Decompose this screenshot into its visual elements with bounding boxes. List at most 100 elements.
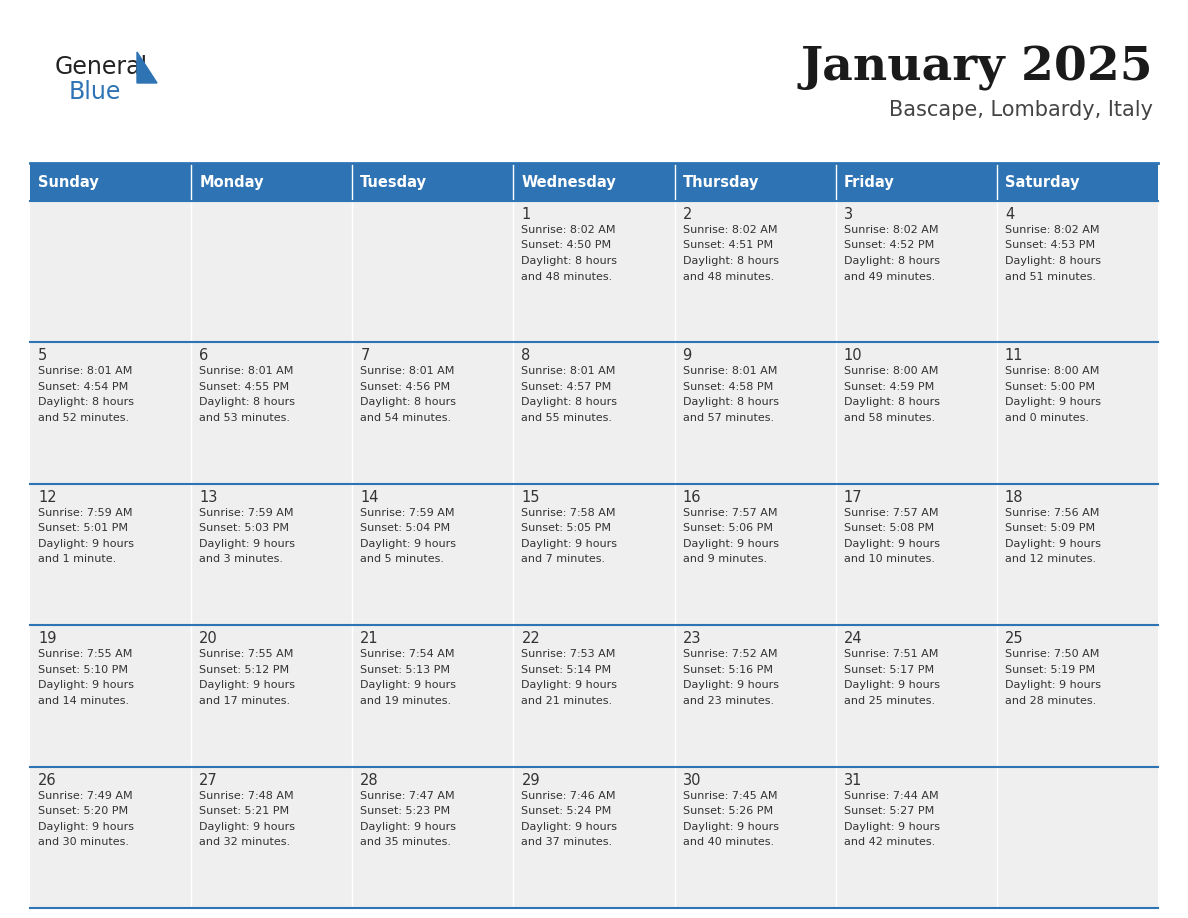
Text: Saturday: Saturday [1005,174,1080,189]
Text: and 58 minutes.: and 58 minutes. [843,413,935,423]
Text: 9: 9 [683,349,691,364]
Text: Sunrise: 7:48 AM: Sunrise: 7:48 AM [200,790,293,800]
Text: Sunrise: 7:57 AM: Sunrise: 7:57 AM [843,508,939,518]
Text: 27: 27 [200,773,217,788]
Text: Daylight: 9 hours: Daylight: 9 hours [683,680,778,690]
Text: Sunset: 5:09 PM: Sunset: 5:09 PM [1005,523,1095,533]
Text: 13: 13 [200,490,217,505]
Bar [835,163,997,201]
Bar [30,484,191,625]
Text: and 54 minutes.: and 54 minutes. [360,413,451,423]
Text: Daylight: 9 hours: Daylight: 9 hours [200,539,295,549]
Text: Daylight: 8 hours: Daylight: 8 hours [683,256,778,266]
Text: Sunset: 4:52 PM: Sunset: 4:52 PM [843,241,934,251]
Bar [997,484,1158,625]
Text: Sunset: 5:16 PM: Sunset: 5:16 PM [683,665,772,675]
Text: Sunrise: 7:55 AM: Sunrise: 7:55 AM [38,649,132,659]
Text: Sunrise: 7:59 AM: Sunrise: 7:59 AM [38,508,133,518]
Text: Daylight: 9 hours: Daylight: 9 hours [522,680,618,690]
Text: 2: 2 [683,207,691,222]
Text: and 49 minutes.: and 49 minutes. [843,272,935,282]
Text: 20: 20 [200,632,217,646]
Text: Daylight: 9 hours: Daylight: 9 hours [360,539,456,549]
Bar [353,163,513,201]
Text: 5: 5 [38,349,48,364]
Text: Sunset: 5:21 PM: Sunset: 5:21 PM [200,806,289,816]
Bar [675,163,835,201]
Text: Daylight: 8 hours: Daylight: 8 hours [200,397,295,408]
Text: 3: 3 [843,207,853,222]
Text: 10: 10 [843,349,862,364]
Text: Daylight: 9 hours: Daylight: 9 hours [360,680,456,690]
Text: Sunset: 5:00 PM: Sunset: 5:00 PM [1005,382,1095,392]
Text: Sunrise: 7:51 AM: Sunrise: 7:51 AM [843,649,939,659]
Text: Sunrise: 8:00 AM: Sunrise: 8:00 AM [1005,366,1099,376]
Text: Sunrise: 8:02 AM: Sunrise: 8:02 AM [683,225,777,235]
Text: Sunset: 4:53 PM: Sunset: 4:53 PM [1005,241,1095,251]
Text: Sunrise: 7:53 AM: Sunrise: 7:53 AM [522,649,615,659]
Text: Sunrise: 8:02 AM: Sunrise: 8:02 AM [1005,225,1099,235]
Text: Sunrise: 8:01 AM: Sunrise: 8:01 AM [38,366,132,376]
Bar [191,484,353,625]
Text: Daylight: 8 hours: Daylight: 8 hours [843,397,940,408]
Text: and 0 minutes.: and 0 minutes. [1005,413,1089,423]
Text: and 55 minutes.: and 55 minutes. [522,413,613,423]
Text: Sunset: 5:19 PM: Sunset: 5:19 PM [1005,665,1095,675]
Text: Sunset: 5:23 PM: Sunset: 5:23 PM [360,806,450,816]
Text: Sunset: 5:05 PM: Sunset: 5:05 PM [522,523,612,533]
Text: January 2025: January 2025 [801,45,1154,91]
Text: and 25 minutes.: and 25 minutes. [843,696,935,706]
Text: Sunrise: 7:56 AM: Sunrise: 7:56 AM [1005,508,1099,518]
Bar [191,625,353,767]
Text: Sunrise: 7:44 AM: Sunrise: 7:44 AM [843,790,939,800]
Text: 28: 28 [360,773,379,788]
Text: Sunrise: 7:54 AM: Sunrise: 7:54 AM [360,649,455,659]
Bar [835,767,997,908]
Bar [997,625,1158,767]
Text: Sunset: 4:56 PM: Sunset: 4:56 PM [360,382,450,392]
Bar [835,342,997,484]
Text: Daylight: 9 hours: Daylight: 9 hours [522,822,618,832]
Text: Sunset: 5:24 PM: Sunset: 5:24 PM [522,806,612,816]
Bar [997,163,1158,201]
Text: Sunset: 4:50 PM: Sunset: 4:50 PM [522,241,612,251]
Text: Sunrise: 7:59 AM: Sunrise: 7:59 AM [200,508,293,518]
Text: 7: 7 [360,349,369,364]
Text: Daylight: 9 hours: Daylight: 9 hours [522,539,618,549]
Bar [675,625,835,767]
Text: Sunset: 4:55 PM: Sunset: 4:55 PM [200,382,289,392]
Text: Daylight: 9 hours: Daylight: 9 hours [360,822,456,832]
Text: Sunrise: 8:01 AM: Sunrise: 8:01 AM [360,366,455,376]
Text: Friday: Friday [843,174,895,189]
Bar [675,484,835,625]
Text: 6: 6 [200,349,208,364]
Text: Sunrise: 7:45 AM: Sunrise: 7:45 AM [683,790,777,800]
Text: and 40 minutes.: and 40 minutes. [683,837,773,847]
Text: Sunset: 5:13 PM: Sunset: 5:13 PM [360,665,450,675]
Text: Daylight: 9 hours: Daylight: 9 hours [38,680,134,690]
Text: and 1 minute.: and 1 minute. [38,554,116,565]
Text: Sunrise: 7:50 AM: Sunrise: 7:50 AM [1005,649,1099,659]
Text: 26: 26 [38,773,57,788]
Text: Sunset: 4:59 PM: Sunset: 4:59 PM [843,382,934,392]
Text: Daylight: 8 hours: Daylight: 8 hours [360,397,456,408]
Text: Sunset: 5:01 PM: Sunset: 5:01 PM [38,523,128,533]
Bar [835,484,997,625]
Text: Sunset: 4:58 PM: Sunset: 4:58 PM [683,382,773,392]
Text: Tuesday: Tuesday [360,174,428,189]
Text: Sunset: 5:10 PM: Sunset: 5:10 PM [38,665,128,675]
Text: Sunset: 4:51 PM: Sunset: 4:51 PM [683,241,772,251]
Text: and 53 minutes.: and 53 minutes. [200,413,290,423]
Bar [513,767,675,908]
Text: Sunset: 5:20 PM: Sunset: 5:20 PM [38,806,128,816]
Text: General: General [55,55,148,79]
Bar [191,342,353,484]
Text: Daylight: 9 hours: Daylight: 9 hours [843,822,940,832]
Text: and 14 minutes.: and 14 minutes. [38,696,129,706]
Text: Daylight: 8 hours: Daylight: 8 hours [683,397,778,408]
Text: Sunrise: 7:46 AM: Sunrise: 7:46 AM [522,790,615,800]
Bar [835,201,997,342]
Text: and 7 minutes.: and 7 minutes. [522,554,606,565]
Bar [30,163,191,201]
Text: Sunset: 4:54 PM: Sunset: 4:54 PM [38,382,128,392]
